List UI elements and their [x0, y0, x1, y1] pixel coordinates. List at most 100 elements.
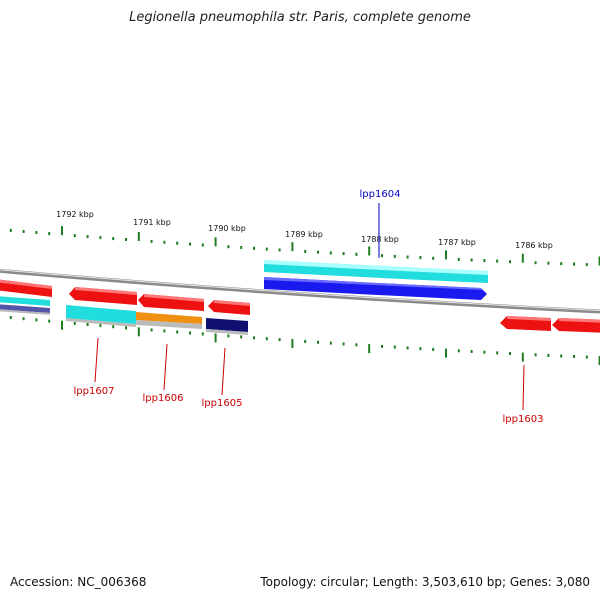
kbp-label-group: 1792 kbp 1791 kbp 1790 kbp 1789 kbp 1788 kbp… [56, 210, 553, 250]
minor-tick [547, 353, 550, 357]
minor-tick [432, 256, 435, 260]
minor-tick [419, 256, 422, 260]
minor-tick [9, 316, 12, 319]
minor-tick [457, 349, 460, 353]
minor-tick [560, 354, 563, 358]
gene-reverse-red-lpp1603[interactable] [500, 316, 551, 331]
kbp-label: 1786 kbp [515, 241, 553, 250]
gene-orange-lpp1606[interactable] [136, 312, 202, 329]
minor-tick [265, 337, 268, 341]
minor-tick [278, 338, 281, 342]
topology-text: Topology: circular; Length: 3,503,610 bp… [260, 575, 590, 589]
minor-tick [317, 250, 319, 254]
kbp-label: 1789 kbp [285, 230, 323, 239]
gene-leader-line [522, 364, 525, 411]
gene-left-purple-partial[interactable] [0, 304, 50, 315]
gene-reverse-red-1[interactable] [69, 287, 137, 305]
minor-tick [189, 331, 191, 335]
minor-tick [355, 252, 358, 256]
minor-tick [483, 350, 486, 354]
minor-tick [496, 259, 499, 263]
minor-tick [73, 234, 76, 238]
minor-tick [457, 257, 460, 261]
minor-tick [176, 241, 179, 245]
minor-tick [419, 347, 422, 351]
minor-tick [150, 328, 153, 332]
major-tick [368, 246, 371, 256]
kbp-label: 1791 kbp [133, 218, 171, 227]
minor-tick [470, 258, 473, 262]
minor-tick [99, 324, 102, 328]
minor-tick [86, 323, 89, 326]
minor-tick [227, 334, 230, 338]
gene-left-red-partial[interactable] [0, 279, 52, 297]
genome-backbone-highlight [0, 269, 600, 312]
gene-reverse-red-3[interactable] [208, 300, 250, 315]
kbp-label: 1792 kbp [56, 210, 94, 219]
minor-tick [470, 350, 473, 353]
minor-tick [342, 342, 345, 346]
minor-tick [48, 319, 51, 323]
minor-tick [304, 249, 307, 253]
minor-tick [125, 326, 127, 330]
kbp-label: 1790 kbp [208, 224, 246, 233]
minor-tick [150, 239, 153, 243]
gene-forward-blue-lpp1604[interactable] [264, 277, 487, 300]
minor-tick [381, 344, 383, 348]
gene-label-lpp1604[interactable]: lpp1604 [360, 189, 401, 200]
minor-tick [73, 321, 76, 325]
minor-tick [585, 263, 588, 267]
gene-cyan-lpp1607[interactable] [66, 305, 136, 327]
gene-leader-line [94, 337, 99, 383]
minor-tick [35, 231, 38, 234]
major-tick [521, 352, 524, 362]
minor-tick [547, 261, 550, 265]
minor-tick [265, 247, 268, 251]
gene-navy-lpp1605[interactable] [206, 318, 248, 335]
minor-tick [329, 341, 332, 345]
gene-left-cyan-partial[interactable] [0, 296, 50, 306]
minor-tick [253, 336, 255, 340]
minor-tick [393, 254, 396, 258]
minor-tick [35, 318, 38, 322]
gene-reverse-red-2[interactable] [138, 294, 204, 311]
minor-tick [432, 347, 435, 351]
minor-tick [573, 355, 575, 358]
accession-text: Accession: NC_006368 [10, 575, 147, 589]
gene-label-lpp1607[interactable]: lpp1607 [74, 386, 115, 397]
major-tick [291, 339, 294, 348]
minor-tick [509, 352, 511, 355]
major-tick [598, 356, 600, 366]
minor-tick [560, 262, 563, 266]
major-tick [61, 320, 63, 330]
gene-leader-line [163, 343, 168, 391]
major-tick [291, 242, 294, 252]
major-tick [445, 348, 447, 358]
gene-forward-cyan-large[interactable] [264, 260, 488, 283]
kbp-label: 1787 kbp [438, 238, 476, 247]
minor-tick [534, 353, 537, 357]
gene-label-lpp1605[interactable]: lpp1605 [202, 398, 243, 409]
minor-tick [227, 245, 230, 249]
major-tick [445, 250, 447, 260]
major-tick [521, 253, 524, 263]
minor-tick [509, 260, 511, 264]
gene-reverse-red-right-edge[interactable] [552, 318, 600, 333]
minor-tick [48, 232, 51, 236]
minor-tick [573, 262, 575, 266]
major-tick [137, 327, 140, 337]
major-tick [214, 333, 217, 343]
minor-tick [317, 340, 319, 344]
minor-tick [585, 355, 588, 359]
minor-tick [304, 339, 307, 343]
minor-tick [99, 236, 102, 240]
gene-label-lpp1606[interactable]: lpp1606 [143, 393, 184, 404]
minor-tick [355, 343, 358, 347]
gene-label-lpp1603[interactable]: lpp1603 [503, 414, 544, 425]
minor-tick [278, 248, 281, 252]
minor-tick [22, 230, 25, 233]
minor-tick [189, 242, 191, 246]
minor-tick [163, 329, 166, 333]
genome-backbone [0, 268, 600, 314]
